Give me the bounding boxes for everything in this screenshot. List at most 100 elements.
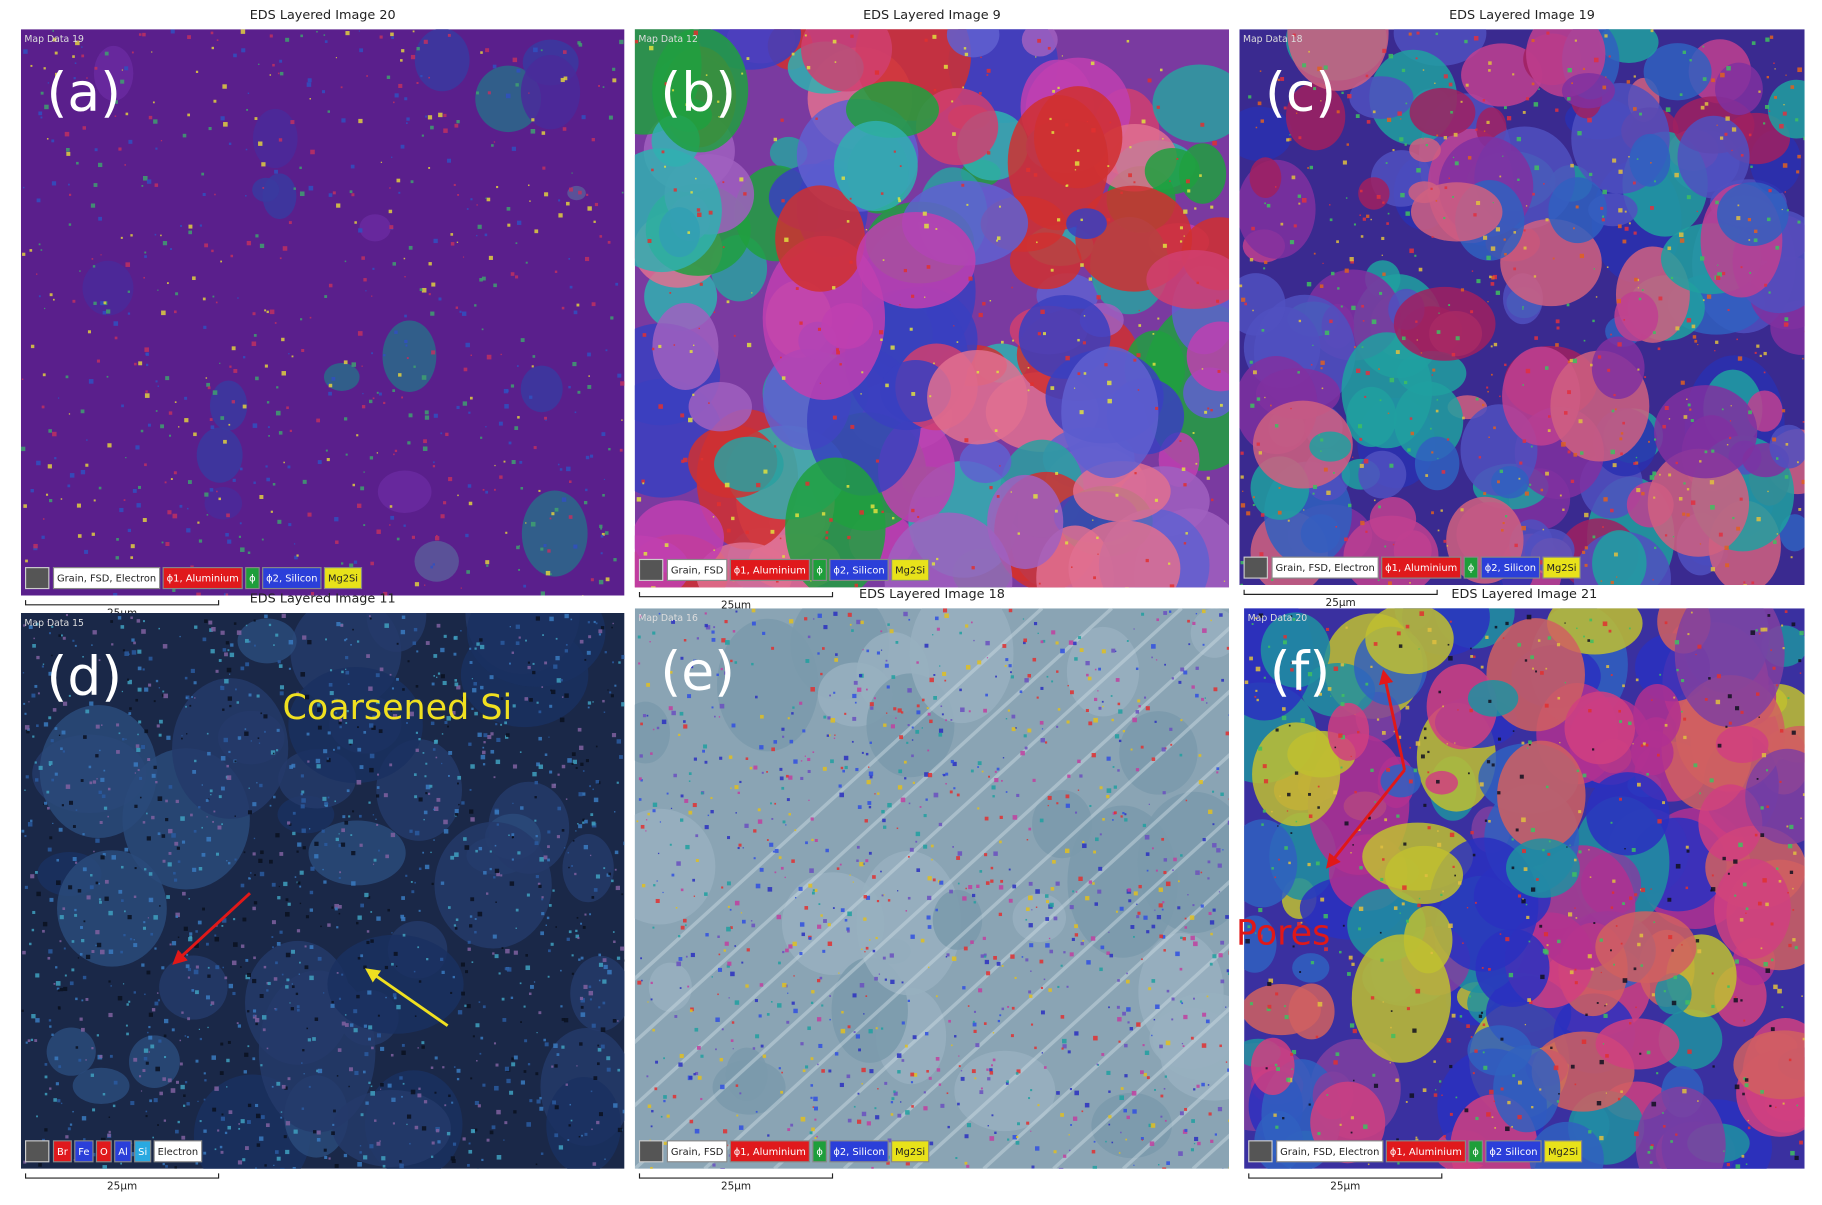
speck [732, 630, 736, 633]
speck [1137, 911, 1141, 915]
speck [856, 619, 861, 625]
speck [1050, 887, 1055, 891]
speck [281, 371, 286, 376]
speck [1443, 74, 1448, 79]
speck [273, 795, 276, 799]
speck [1185, 799, 1188, 802]
speck [910, 934, 915, 939]
speck [1378, 368, 1380, 370]
speck [383, 591, 388, 596]
speck [1486, 120, 1490, 124]
speck [1015, 1072, 1019, 1075]
speck [680, 818, 684, 822]
speck [587, 706, 590, 709]
speck [20, 446, 26, 452]
speck [614, 868, 617, 871]
speck [895, 717, 897, 719]
speck [735, 610, 738, 613]
speck [43, 803, 45, 806]
speck [1180, 936, 1183, 940]
speck [173, 871, 176, 875]
speck [839, 1082, 844, 1088]
speck [153, 119, 158, 124]
speck [433, 413, 438, 418]
speck [174, 878, 178, 882]
speck [659, 821, 662, 823]
speck [514, 426, 519, 430]
speck [598, 1112, 603, 1117]
speck [1764, 283, 1768, 287]
scratch [634, 626, 1230, 1169]
speck [24, 885, 28, 889]
speck [959, 688, 962, 692]
grain [1643, 43, 1712, 101]
grain [1491, 466, 1530, 499]
speck [30, 489, 34, 493]
speck [1155, 869, 1158, 872]
speck [566, 201, 570, 206]
speck [1142, 823, 1147, 828]
speck [1307, 167, 1309, 169]
speck [893, 1091, 898, 1096]
speck [1125, 587, 1129, 588]
speck [443, 819, 448, 825]
legend-item [829, 1140, 889, 1163]
speck [272, 752, 275, 755]
speck [1471, 270, 1474, 272]
speck [924, 1031, 929, 1036]
speck [607, 240, 611, 244]
speck [51, 654, 53, 657]
speck [1710, 567, 1716, 572]
speck [517, 851, 521, 855]
speck [1490, 345, 1493, 348]
speck [224, 652, 228, 657]
speck [721, 886, 724, 889]
speck [1491, 276, 1495, 280]
speck [165, 1164, 168, 1168]
speck [577, 41, 581, 45]
speck [1110, 695, 1113, 697]
speck [1593, 268, 1595, 270]
speck [655, 1060, 659, 1064]
speck [865, 859, 869, 863]
speck [1256, 442, 1260, 446]
speck [554, 1105, 559, 1110]
speck [1040, 686, 1044, 690]
speck [755, 1034, 760, 1039]
speck [1020, 750, 1025, 756]
grain [1677, 115, 1750, 199]
speck [1082, 341, 1086, 345]
speck [1446, 438, 1450, 441]
speck [1636, 158, 1639, 160]
speck [184, 1081, 188, 1084]
speck [910, 1081, 914, 1084]
speck [183, 1104, 186, 1107]
speck [264, 730, 266, 733]
speck [201, 172, 205, 176]
speck [751, 608, 756, 613]
speck [621, 419, 623, 421]
speck [38, 765, 43, 770]
speck [1122, 1011, 1126, 1016]
speck [1579, 253, 1585, 259]
speck [316, 30, 318, 33]
speck [1169, 584, 1175, 588]
speck [496, 185, 499, 189]
speck [907, 688, 912, 693]
speck [887, 802, 892, 808]
speck [366, 940, 370, 945]
speck [987, 1125, 989, 1127]
speck [1144, 834, 1150, 840]
speck [770, 529, 775, 534]
speck [1288, 137, 1292, 141]
speck [563, 76, 568, 81]
speck [574, 872, 577, 876]
speck [296, 1005, 300, 1009]
speck [353, 1009, 358, 1014]
speck [451, 1159, 456, 1164]
speck [968, 276, 973, 281]
speck [614, 811, 616, 813]
speck [1610, 449, 1616, 455]
speck [1405, 102, 1408, 105]
speck [708, 210, 713, 215]
